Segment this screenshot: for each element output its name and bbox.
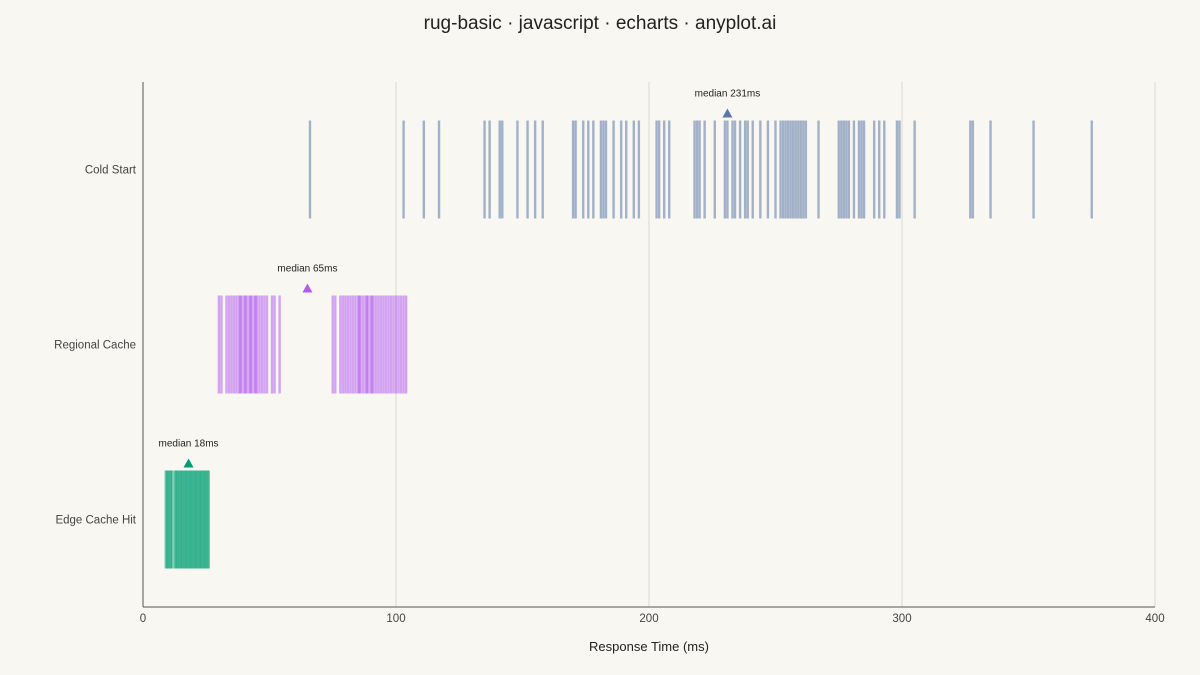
rug-marks xyxy=(164,120,1093,569)
category-label: Cold Start xyxy=(85,165,137,177)
x-tick-label: 400 xyxy=(1145,613,1164,625)
median-label: median 65ms xyxy=(277,264,337,275)
chart-title: rug-basic · javascript · echarts · anypl… xyxy=(424,13,777,34)
median-marker xyxy=(722,108,733,118)
x-tick-labels: 0 100 200 300 400 xyxy=(140,613,1165,625)
category-labels: Cold Start Regional Cache Edge Cache Hit xyxy=(54,165,137,527)
median-label: median 231ms xyxy=(695,89,761,100)
category-label: Edge Cache Hit xyxy=(55,515,136,527)
x-tick-label: 100 xyxy=(386,613,405,625)
x-tick-label: 300 xyxy=(892,613,911,625)
x-tick-label: 0 xyxy=(140,613,146,625)
median-marker xyxy=(302,283,313,293)
median-label: median 18ms xyxy=(159,439,219,450)
median-marker xyxy=(183,458,194,468)
x-axis-label: Response Time (ms) xyxy=(589,639,709,654)
category-label: Regional Cache xyxy=(54,340,136,352)
median-markers: median 231ms median 65ms median 18ms xyxy=(159,89,761,468)
x-tick-label: 200 xyxy=(639,613,658,625)
